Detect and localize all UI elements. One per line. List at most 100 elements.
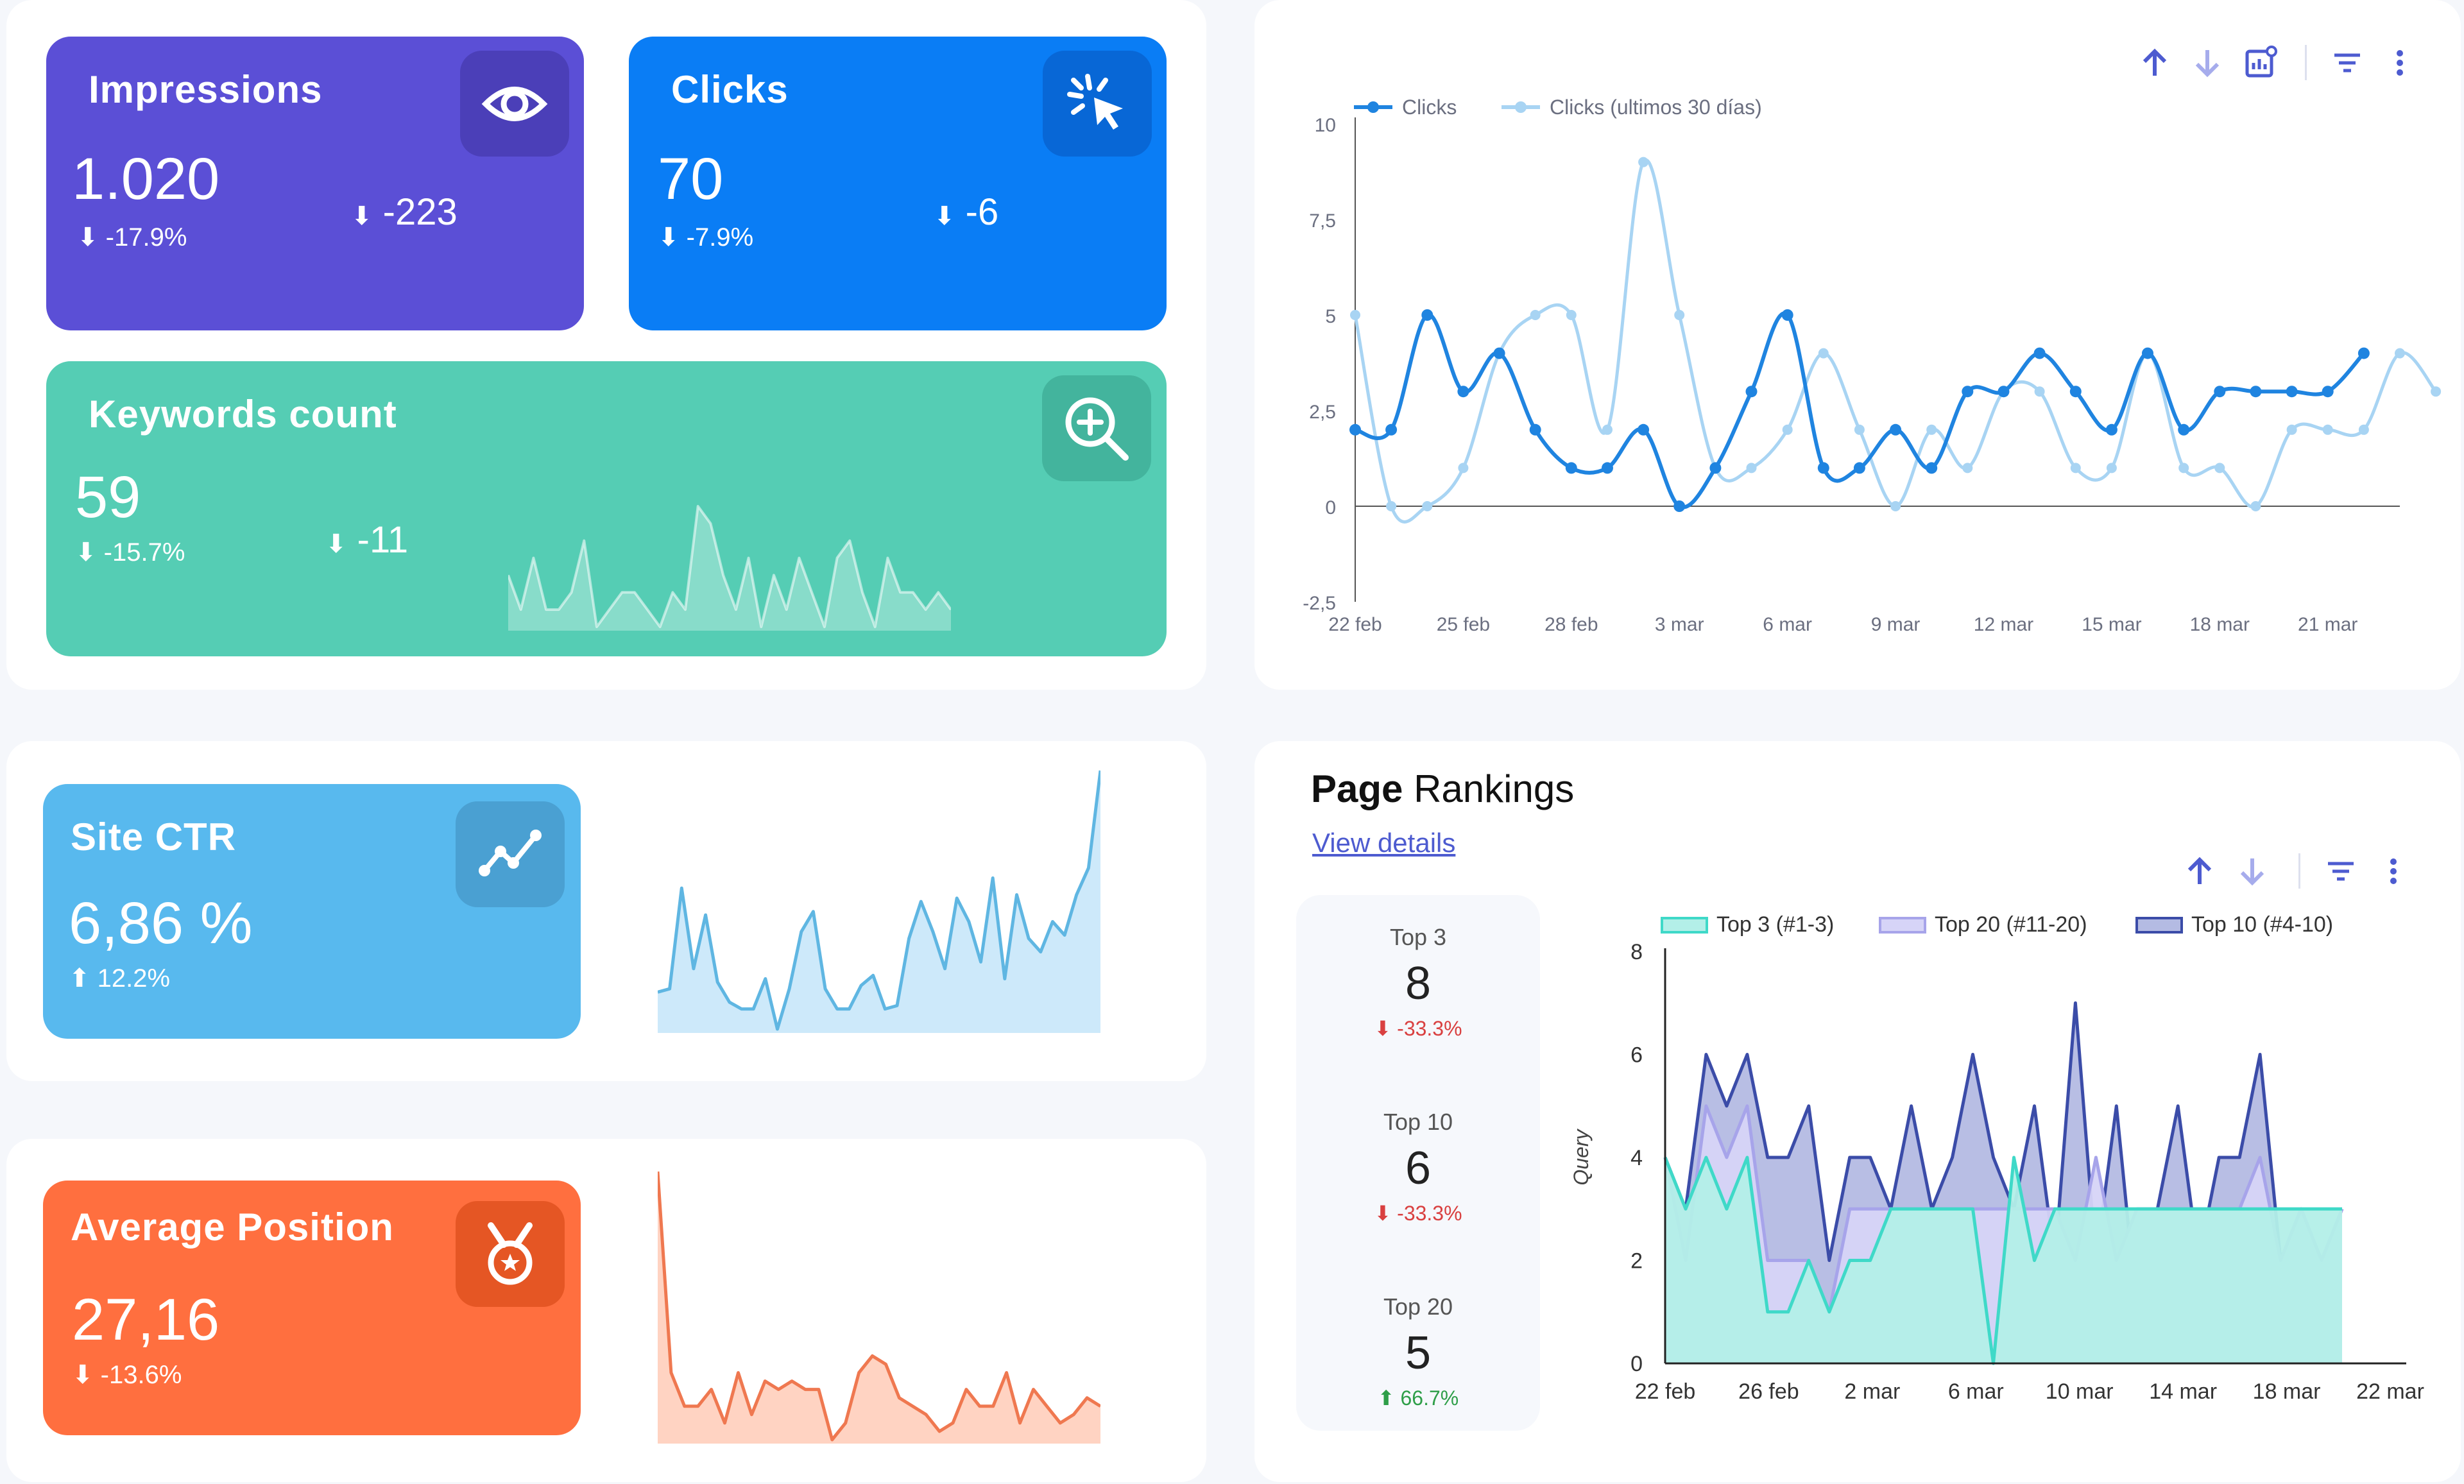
sort-descending-icon[interactable]	[2189, 45, 2225, 81]
filter-icon[interactable]	[2329, 45, 2365, 81]
clicks-delta: ⬇ -6	[934, 191, 998, 234]
data-point	[1638, 423, 1650, 436]
sparkline-area	[508, 506, 951, 631]
data-point	[2250, 386, 2262, 398]
kpi-change: ⬇ -33.3%	[1296, 1016, 1540, 1041]
y-tick-label: 2	[1630, 1249, 1643, 1274]
legend-swatch	[1879, 917, 1926, 934]
legend-marker	[1367, 101, 1379, 113]
data-point	[2178, 423, 2190, 436]
down-arrow-icon: ⬇	[351, 202, 373, 230]
y-tick-label: 6	[1630, 1043, 1643, 1068]
data-point	[1602, 424, 1613, 435]
data-point	[1817, 462, 1829, 474]
x-tick-label: 12 mar	[1974, 614, 2033, 635]
keywords-delta-value: -11	[357, 519, 409, 561]
data-point	[1998, 386, 2010, 398]
data-point	[2178, 463, 2189, 473]
position-card[interactable]: Average Position 27,16 ⬇ -13.6%	[43, 1181, 581, 1435]
sparkline-area	[658, 771, 1100, 1033]
legend-marker	[1515, 101, 1527, 113]
data-point	[2070, 463, 2081, 473]
clicks-pct: ⬇ -7.9%	[658, 223, 753, 252]
medal-icon	[456, 1201, 565, 1307]
kpi-change-value: 66.7%	[1400, 1386, 1459, 1410]
kpi-value: 6	[1405, 1143, 1432, 1194]
legend-label: Top 20 (#11-20)	[1935, 912, 2087, 937]
sort-ascending-icon[interactable]	[2137, 45, 2173, 81]
down-arrow-icon: ⬇	[934, 202, 955, 230]
data-point	[1422, 501, 1433, 511]
y-tick-label: 7,5	[1309, 210, 1336, 232]
sparkline-line	[658, 1171, 1100, 1442]
y-tick-label: 5	[1325, 306, 1336, 327]
more-vert-icon[interactable]	[2375, 853, 2411, 889]
rankings-area-chart: 8 6 4 2 0 Query 22 feb 26 feb 2 mar 6 mar 10 mar 14…	[1570, 912, 2424, 1404]
keywords-delta: ⬇ -11	[325, 518, 408, 561]
kpi-change: ⬆ 66.7%	[1296, 1386, 1540, 1410]
keywords-pct: ⬇ -15.7%	[75, 538, 185, 567]
data-point	[2033, 347, 2046, 359]
data-point	[1745, 386, 1758, 398]
clicks-pct-value: -7.9%	[686, 223, 754, 252]
data-point	[1818, 348, 1829, 359]
x-tick-label: 9 mar	[1871, 614, 1921, 635]
data-point	[2214, 386, 2226, 398]
data-point	[1421, 309, 1433, 321]
filter-icon[interactable]	[2323, 853, 2359, 889]
data-point	[2105, 423, 2118, 436]
ctr-card[interactable]: Site CTR 6,86 % ⬆ 12.2%	[43, 784, 581, 1039]
data-point	[1493, 347, 1505, 359]
ctr-value: 6,86 %	[69, 891, 253, 956]
impressions-delta: ⬇ -223	[351, 191, 458, 234]
view-details-link[interactable]: View details	[1312, 828, 1456, 858]
data-point	[1962, 386, 1974, 398]
x-tick-label: 22 mar	[2356, 1379, 2424, 1404]
toolbar-divider	[2298, 853, 2300, 889]
ctr-sparkline	[658, 770, 1100, 1033]
data-point	[2106, 463, 2117, 473]
kpi-value: 5	[1405, 1327, 1432, 1379]
rankings-kpi-column	[1296, 895, 1540, 1431]
clicks-delta-value: -6	[965, 191, 999, 233]
kpi-value: 8	[1405, 958, 1432, 1009]
x-tick-label: 6 mar	[1763, 614, 1812, 635]
clicks-card[interactable]: Clicks 70 ⬇ -7.9% ⬇ -6	[629, 37, 1167, 330]
data-point	[1853, 462, 1865, 474]
clicks-chart-panel	[1254, 0, 2461, 690]
more-vert-icon[interactable]	[2382, 45, 2418, 81]
data-point	[2357, 347, 2370, 359]
x-tick-label: 21 mar	[2298, 614, 2357, 635]
x-tick-label: 10 mar	[2046, 1379, 2114, 1404]
ctr-title: Site CTR	[71, 815, 237, 858]
position-sparkline	[658, 1171, 1100, 1444]
legend-swatch	[1661, 917, 1708, 934]
impressions-pct-value: -17.9%	[105, 223, 187, 252]
data-point	[2214, 463, 2225, 473]
x-tick-label: 6 mar	[1948, 1379, 2004, 1404]
rankings-toolbar	[2182, 850, 2438, 895]
down-arrow-icon: ⬇	[77, 223, 99, 252]
chart-settings-icon[interactable]	[2242, 45, 2278, 81]
sort-ascending-icon[interactable]	[2182, 853, 2218, 889]
data-point	[2069, 386, 2082, 398]
data-point	[2431, 386, 2442, 397]
sort-descending-icon[interactable]	[2234, 853, 2270, 889]
data-point	[1673, 500, 1686, 512]
data-point	[2034, 386, 2045, 397]
impressions-card[interactable]: Impressions 1.020 ⬇ -17.9% ⬇ -223	[46, 37, 584, 330]
position-pct: ⬇ -13.6%	[72, 1360, 182, 1390]
impressions-pct: ⬇ -17.9%	[77, 223, 187, 252]
up-arrow-icon: ⬆	[69, 964, 90, 993]
x-tick-label: 2 mar	[1844, 1379, 1900, 1404]
sparkline-line	[658, 770, 1100, 1031]
y-axis-label: Query	[1570, 1128, 1593, 1185]
legend-swatch	[2135, 917, 2183, 934]
impressions-value: 1.020	[72, 146, 220, 212]
x-tick-label: 22 feb	[1635, 1379, 1696, 1404]
x-tick-label: 25 feb	[1437, 614, 1490, 635]
data-point	[1854, 424, 1865, 435]
keywords-card[interactable]: Keywords count 59 ⬇ -15.7% ⬇ -11	[46, 361, 1167, 656]
data-point	[1926, 424, 1937, 435]
sparkline-area	[658, 1172, 1100, 1444]
